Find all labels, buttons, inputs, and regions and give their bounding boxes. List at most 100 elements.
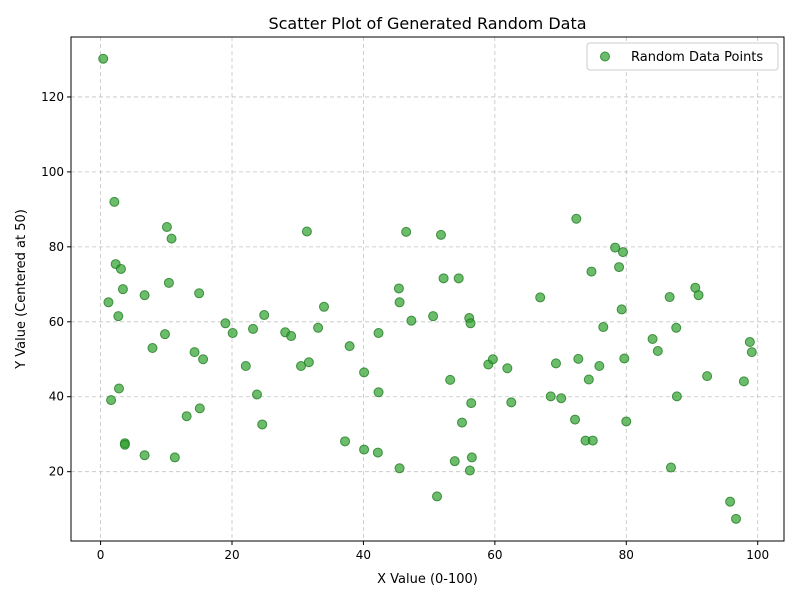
x-axis-label: X Value (0-100) (377, 572, 478, 587)
data-point (220, 318, 231, 329)
data-point (738, 376, 749, 387)
data-point (664, 292, 675, 303)
data-point (394, 297, 405, 308)
data-point (453, 273, 464, 284)
data-point (435, 229, 446, 240)
y-tick-label: 120 (41, 90, 64, 104)
data-point (359, 444, 370, 455)
data-point (618, 247, 628, 258)
data-point (115, 263, 126, 274)
data-point (248, 323, 259, 334)
data-point (166, 233, 177, 244)
data-point (725, 496, 736, 507)
data-point (449, 456, 460, 467)
legend: Random Data Points (586, 42, 779, 71)
data-point (614, 262, 625, 273)
data-point (550, 358, 561, 369)
legend-box (586, 42, 779, 71)
data-point (227, 328, 238, 339)
data-point (570, 414, 581, 425)
data-point (313, 322, 324, 333)
data-point (621, 416, 632, 427)
data-point (746, 347, 757, 358)
y-tick-label: 80 (49, 240, 64, 254)
data-point (535, 292, 546, 303)
data-point (301, 226, 312, 237)
data-point (259, 310, 270, 321)
data-point (109, 196, 120, 207)
data-point (119, 439, 130, 450)
data-point (465, 318, 476, 329)
data-point (240, 361, 251, 372)
data-point (198, 354, 209, 365)
y-tick-label: 40 (49, 390, 64, 404)
data-point (693, 290, 704, 301)
plot-frame (70, 36, 785, 542)
data-point (583, 374, 594, 385)
data-point (106, 395, 117, 406)
data-point (257, 419, 268, 430)
data-point (159, 329, 170, 340)
data-point (502, 363, 513, 374)
data-point (598, 322, 609, 333)
data-point (487, 354, 498, 365)
data-point (169, 452, 180, 463)
data-point (432, 491, 443, 502)
data-points (98, 53, 757, 524)
data-point (161, 221, 172, 232)
data-point (194, 288, 205, 299)
data-point (457, 417, 467, 428)
data-point (139, 450, 150, 461)
data-point (181, 411, 192, 422)
data-point (587, 435, 598, 446)
data-point (438, 273, 449, 284)
grid-lines (71, 37, 784, 541)
data-point (445, 374, 456, 385)
legend-label: Random Data Points (631, 50, 763, 65)
y-tick-label: 100 (41, 165, 64, 179)
data-point (594, 361, 605, 372)
data-point (139, 290, 150, 301)
data-point (573, 353, 584, 364)
data-point (401, 226, 412, 237)
x-tick-label: 60 (487, 548, 502, 562)
data-point (147, 343, 158, 354)
x-tick-label: 80 (619, 548, 634, 562)
data-point (393, 283, 404, 294)
data-point (647, 334, 658, 345)
data-point (113, 311, 124, 322)
axis-ticks: 0 20 40 60 80 100 20 40 60 80 100 120 (41, 90, 769, 562)
data-point (372, 447, 383, 458)
data-point (652, 346, 663, 357)
data-point (671, 391, 682, 402)
legend-marker (600, 51, 610, 62)
data-point (117, 284, 128, 295)
x-tick-label: 100 (746, 548, 769, 562)
data-point (619, 353, 630, 364)
y-tick-label: 60 (49, 315, 64, 329)
y-tick-label: 20 (49, 465, 64, 479)
data-point (113, 383, 124, 394)
data-point (319, 301, 329, 312)
data-point (296, 361, 306, 372)
data-point (373, 387, 384, 398)
data-point (506, 397, 517, 408)
x-tick-label: 40 (356, 548, 371, 562)
data-point (406, 315, 417, 326)
data-point (340, 436, 351, 447)
data-point (163, 277, 174, 288)
data-point (464, 465, 475, 476)
data-point (98, 53, 109, 64)
data-point (545, 391, 556, 402)
data-point (286, 331, 297, 342)
data-point (671, 322, 682, 333)
data-point (344, 341, 355, 352)
data-point (303, 357, 314, 368)
y-axis-label: Y Value (Centered at 50) (14, 209, 29, 370)
data-point (556, 393, 567, 404)
data-point (251, 389, 262, 400)
data-point (731, 513, 742, 524)
data-point (373, 328, 384, 339)
data-point (571, 213, 582, 224)
data-point (665, 462, 676, 473)
